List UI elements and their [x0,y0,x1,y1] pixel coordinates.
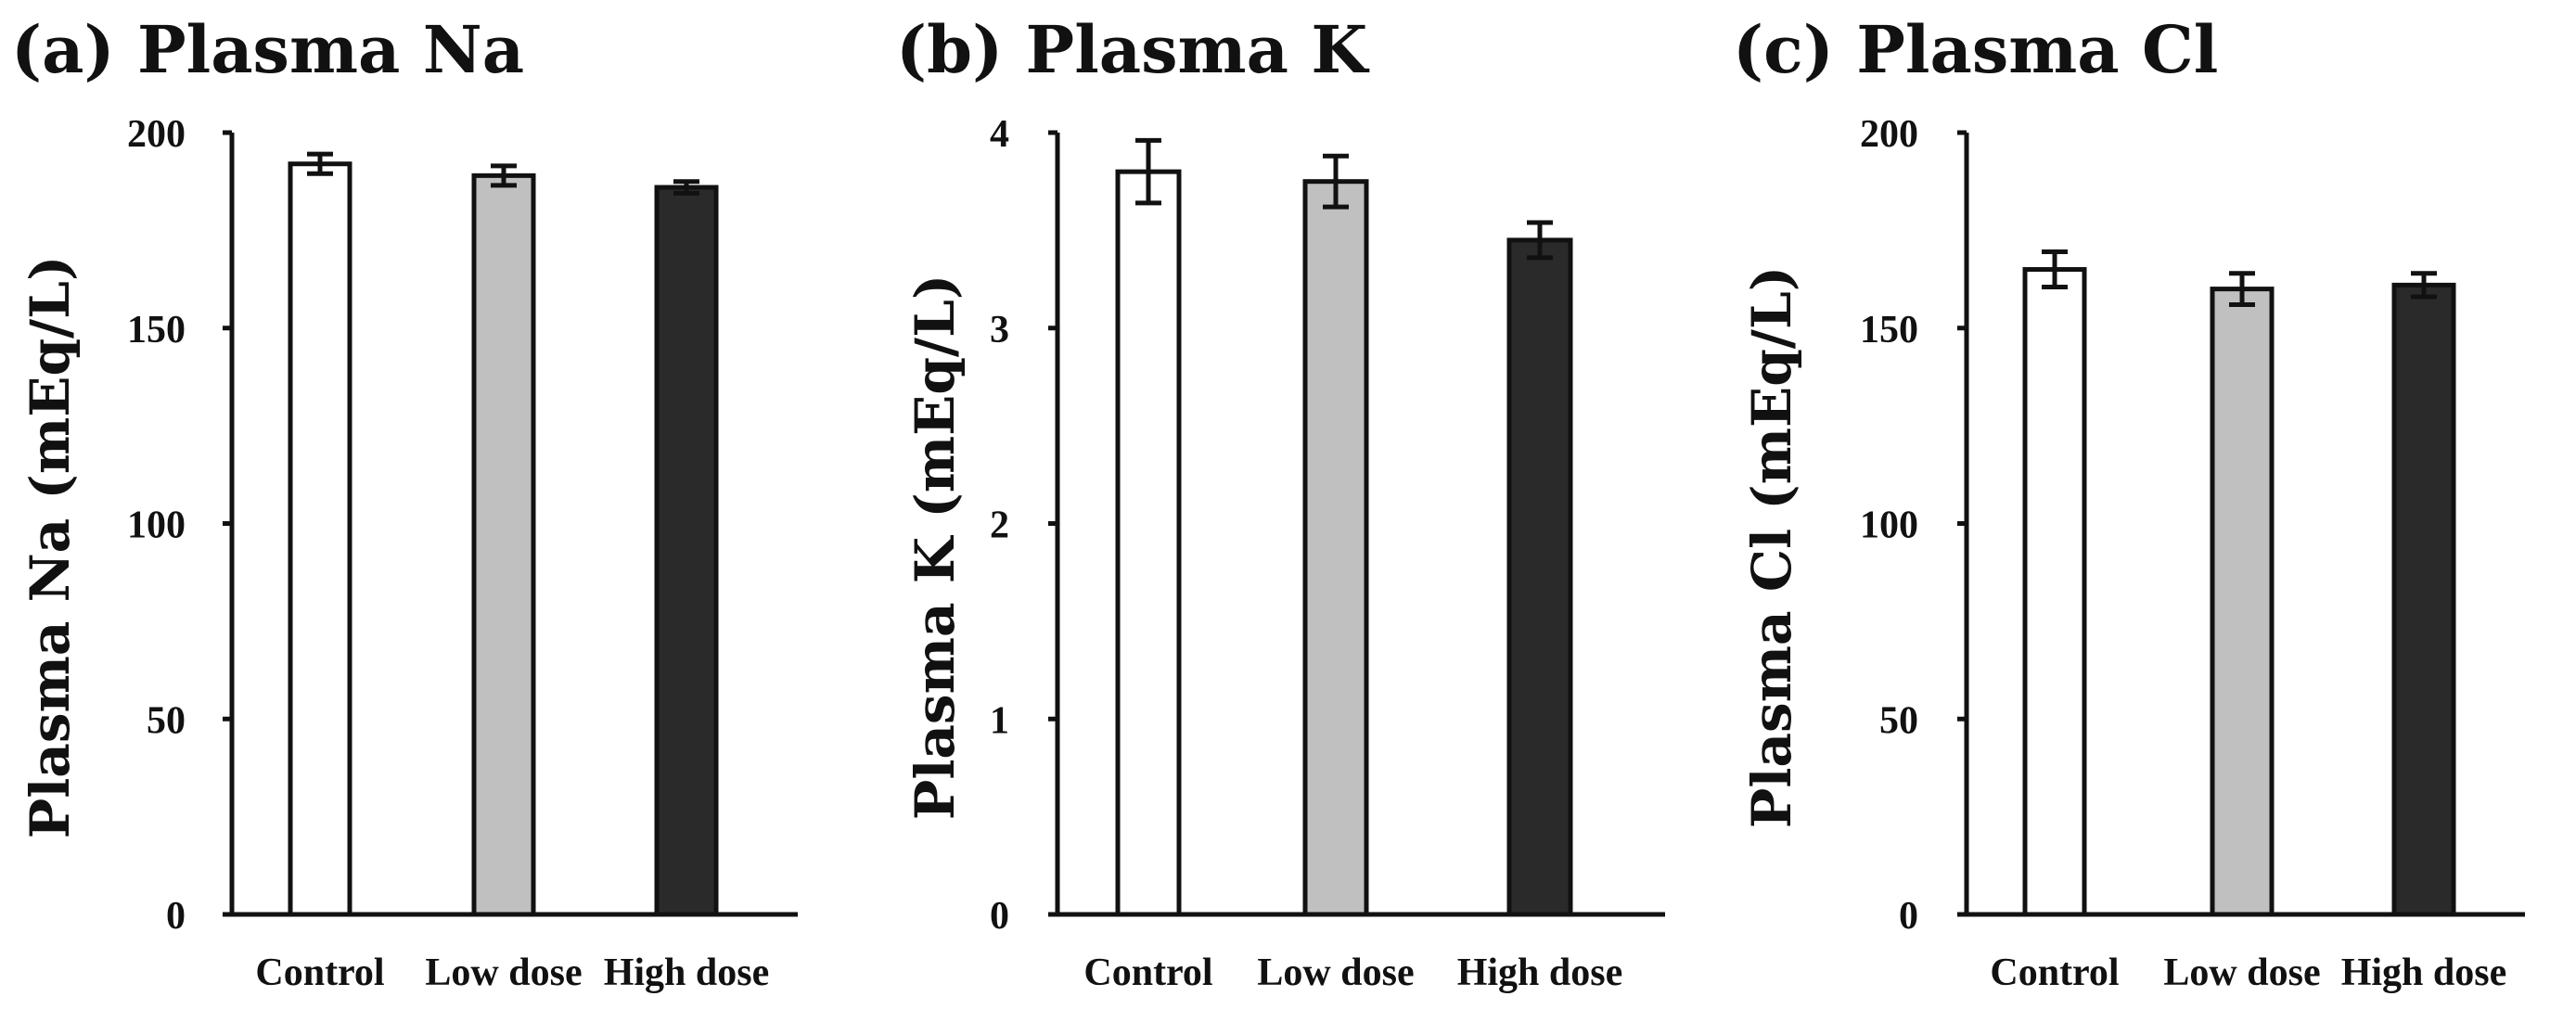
panel-c-y-tick-label-0: 0 [1899,895,1918,938]
panel-a-error-bar-control [307,151,333,176]
panel-a-error-bar-high-dose [673,179,699,196]
panel-a-category-label-control: Control [255,952,384,994]
panel-c-bar-low-dose [2210,287,2275,917]
panel-c-y-tick-label-3: 150 [1860,309,1918,351]
panel-a-bar-low-dose [471,172,536,917]
panel-b-y-tick-label-1: 1 [990,699,1009,742]
panel-b-y-tick-label-0: 0 [990,895,1009,938]
panel-c: (c) Plasma Cl Plasma Cl (mEq/L) 0 50 100… [1733,11,2525,994]
panel-a-y-tick-label-4: 200 [127,113,186,156]
panel-c-bar-high-dose [2391,282,2456,917]
panel-c-y-tick-label-2: 100 [1860,504,1918,547]
panel-a-y-tick-label-0: 0 [166,895,186,938]
panel-b-error-bar-control [1135,137,1161,206]
panel-c-bar-control [2022,267,2087,917]
panel-b-error-bar-high-dose [1527,220,1553,261]
panel-a-y-tick-label-2: 100 [127,504,186,547]
panel-b-y-axis-title: Plasma K (mEq/L) [904,275,967,821]
panel-b-category-label-low-dose: Low dose [1257,952,1414,994]
panel-b-bar-control [1115,169,1182,917]
panel-c-y-axis-title: Plasma Cl (mEq/L) [1740,266,1803,828]
panel-a: (a) Plasma Na Plasma Na (mEq/L) 0 50 100… [11,11,798,994]
panel-a-bar-control [288,161,352,917]
panel-b-y-tick-label-2: 2 [990,504,1009,547]
panel-b-bar-high-dose [1506,237,1573,917]
panel-c-y-tick-label-1: 50 [1879,699,1918,742]
panel-b: (b) Plasma K Plasma K (mEq/L) 0 1 2 3 4 … [896,11,1665,994]
panel-b-y-tick-label-4: 4 [990,113,1009,156]
panel-c-error-bar-control [2042,249,2068,289]
panel-b-bar-low-dose [1302,179,1369,917]
panel-a-error-bar-low-dose [491,163,517,188]
panel-c-y-tick-label-4: 200 [1860,113,1918,156]
panel-a-bar-high-dose [654,185,719,917]
panel-a-category-label-low-dose: Low dose [425,952,582,994]
panel-c-error-bar-low-dose [2229,271,2255,307]
panel-c-title: (c) Plasma Cl [1733,11,2218,88]
panel-a-title: (a) Plasma Na [11,11,524,88]
panel-b-category-label-high-dose: High dose [1457,952,1623,994]
panel-a-y-axis-title: Plasma Na (mEq/L) [19,256,82,839]
panel-b-error-bar-low-dose [1323,153,1349,210]
panel-c-error-bar-high-dose [2411,271,2437,300]
panel-b-y-tick-label-3: 3 [990,309,1009,351]
panel-c-category-label-high-dose: High dose [2341,952,2507,994]
panel-a-category-label-high-dose: High dose [604,952,770,994]
panel-c-category-label-control: Control [1990,952,2119,994]
panel-a-y-tick-label-1: 50 [147,699,186,742]
panel-b-title: (b) Plasma K [896,11,1369,88]
panel-a-y-tick-label-3: 150 [127,309,186,351]
panel-b-category-label-control: Control [1083,952,1212,994]
panel-c-category-label-low-dose: Low dose [2163,952,2320,994]
